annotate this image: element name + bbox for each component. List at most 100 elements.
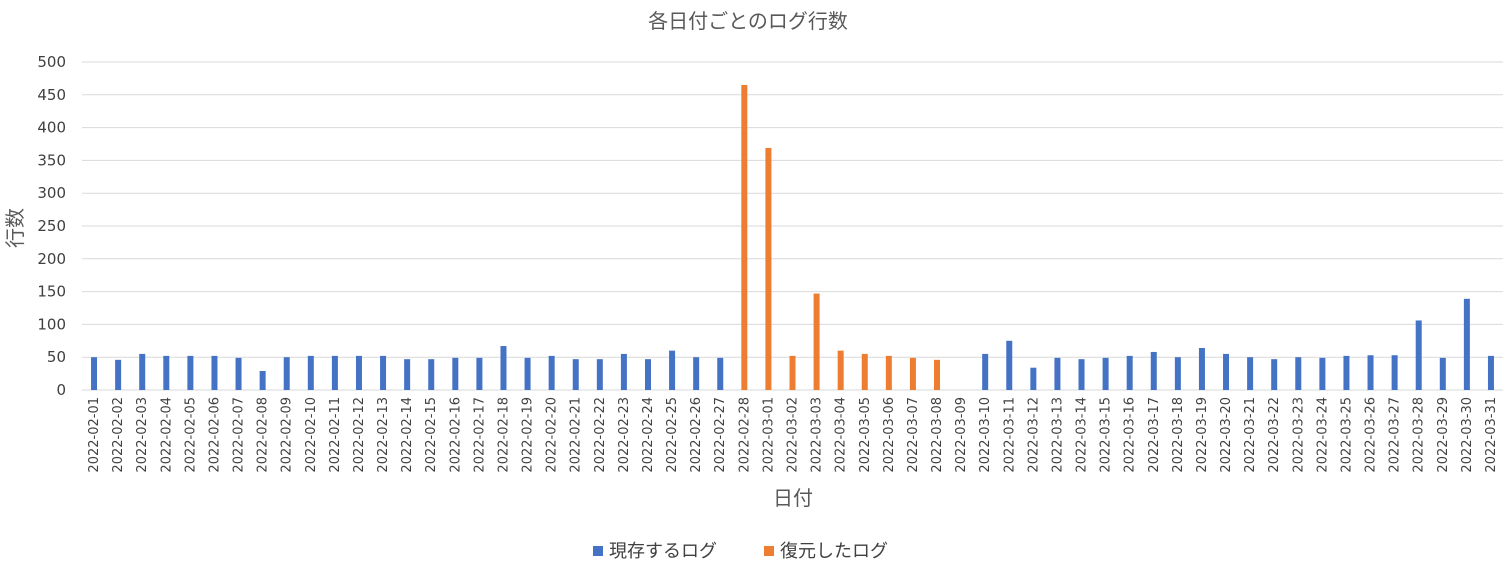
x-tick-label: 2022-03-24 [1315,397,1330,473]
x-tick-label: 2022-03-25 [1339,397,1354,473]
x-tick-label: 2022-02-03 [135,397,150,473]
x-tick-label: 2022-02-27 [713,397,728,473]
y-axis-title: 行数 [3,208,27,248]
x-tick-label: 2022-02-13 [376,397,391,473]
x-tick-label: 2022-02-17 [472,397,487,473]
bar [1271,359,1278,390]
bar [331,355,338,390]
bar [909,357,916,390]
bar [548,355,555,390]
bar [1150,351,1157,390]
x-tick-label: 2022-02-09 [280,397,295,473]
x-axis-title: 日付 [773,486,813,510]
bar [765,147,772,390]
bar [934,359,941,390]
bar [1247,357,1254,390]
y-tick-label: 50 [47,348,66,366]
bar [187,355,194,390]
chart-title: 各日付ごとのログ行数 [648,9,848,33]
bar [813,293,820,390]
bar [500,346,507,390]
x-tick-label: 2022-03-01 [761,397,776,473]
x-tick-label: 2022-03-15 [1099,397,1114,473]
bar [91,357,98,390]
x-tick-label: 2022-03-22 [1267,397,1282,473]
x-tick-label: 2022-03-16 [1123,397,1138,473]
bar [476,357,483,390]
y-axis-ticks: 0 50 100 150 200 250 300 350 400 450 500 [37,53,66,399]
bar [644,359,651,390]
y-tick-label: 150 [37,283,66,301]
bar [620,353,627,390]
x-tick-label: 2022-03-05 [858,397,873,473]
bar [139,353,146,390]
x-tick-label: 2022-03-23 [1291,397,1306,473]
bar [1223,353,1230,390]
bar [1006,340,1013,390]
x-tick-label: 2022-03-31 [1484,397,1499,473]
x-tick-label: 2022-02-28 [737,397,752,473]
x-tick-label: 2022-03-21 [1243,397,1258,473]
bar [380,355,387,390]
bar [452,357,459,390]
x-tick-label: 2022-02-02 [111,397,126,473]
x-tick-label: 2022-03-14 [1075,397,1090,473]
y-tick-label: 200 [37,250,66,268]
x-tick-label: 2022-03-28 [1412,397,1427,473]
x-tick-label: 2022-02-16 [448,397,463,473]
bar [837,350,844,390]
y-tick-label: 300 [37,184,66,202]
x-tick-label: 2022-03-02 [786,397,801,473]
bar [572,359,579,390]
bar [693,357,700,390]
x-tick-label: 2022-02-08 [256,397,271,473]
x-tick-label: 2022-02-19 [521,397,536,473]
bars [91,84,1494,391]
bar [307,355,314,390]
x-tick-label: 2022-03-06 [882,397,897,473]
x-tick-label: 2022-02-15 [424,397,439,473]
bar [235,357,242,390]
bar [1415,320,1422,390]
y-tick-label: 100 [37,315,66,333]
legend: 現存するログ 復元したログ [593,541,888,562]
x-tick-label: 2022-03-27 [1388,397,1403,473]
x-tick-label: 2022-03-17 [1147,397,1162,473]
x-tick-label: 2022-02-04 [159,397,174,473]
x-tick-label: 2022-02-10 [304,397,319,473]
bar [1198,348,1205,390]
bar [211,355,218,390]
x-tick-label: 2022-02-06 [207,397,222,473]
gridlines [82,61,1503,391]
x-tick-label: 2022-03-30 [1460,397,1475,473]
bar [596,359,603,390]
bar [1295,357,1302,390]
bar [669,350,676,390]
y-tick-label: 500 [37,53,66,71]
x-tick-label: 2022-03-26 [1364,397,1379,473]
bar [115,359,122,390]
x-tick-label: 2022-02-12 [352,397,367,473]
x-tick-label: 2022-03-04 [834,397,849,473]
x-tick-label: 2022-02-11 [328,397,343,473]
x-tick-label: 2022-03-03 [810,397,825,473]
bar [404,359,411,390]
x-tick-label: 2022-03-10 [978,397,993,473]
x-tick-label: 2022-03-09 [954,397,969,473]
x-tick-label: 2022-03-11 [1002,397,1017,473]
bar [1102,357,1109,390]
bar [861,353,868,390]
y-tick-label: 350 [37,151,66,169]
x-tick-label: 2022-02-14 [400,397,415,473]
bar [1391,355,1398,390]
bar [741,84,748,391]
bar [1319,357,1326,390]
x-tick-label: 2022-03-20 [1219,397,1234,473]
x-tick-label: 2022-02-18 [496,397,511,473]
x-tick-label: 2022-02-21 [569,397,584,473]
bar [717,357,724,390]
bar [1054,357,1061,390]
bar [1126,355,1133,390]
bar [1078,359,1085,390]
bar [982,353,989,390]
